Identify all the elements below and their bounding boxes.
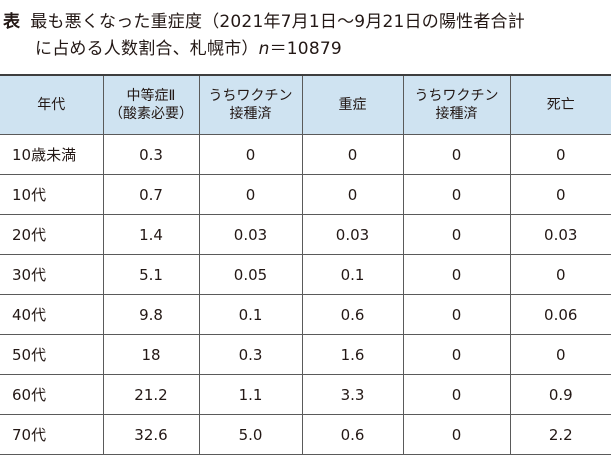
value-cell: 0 (403, 295, 510, 335)
value-cell: 0.03 (199, 215, 302, 255)
column-header-line: （酸素必要） (104, 105, 199, 123)
value-cell: 1.6 (302, 335, 403, 375)
value-cell: 32.6 (103, 415, 199, 455)
value-cell: 21.2 (103, 375, 199, 415)
value-cell: 0 (510, 175, 611, 215)
column-header: 年代 (0, 75, 103, 135)
value-cell: 1.4 (103, 215, 199, 255)
column-header-line: 接種済 (200, 105, 302, 123)
value-cell: 1.1 (199, 375, 302, 415)
value-cell: 0 (403, 215, 510, 255)
age-group-cell: 10歳未満 (0, 135, 103, 175)
value-cell: 0 (403, 375, 510, 415)
value-cell: 2.2 (510, 415, 611, 455)
column-header-line: 年代 (0, 96, 103, 114)
value-cell: 0.3 (199, 335, 302, 375)
age-group-cell: 30代 (0, 255, 103, 295)
value-cell: 0.03 (302, 215, 403, 255)
age-group-cell: 50代 (0, 335, 103, 375)
column-header: うちワクチン接種済 (199, 75, 302, 135)
caption-text-2: に占める人数割合、札幌市） (35, 39, 259, 59)
value-cell: 5.0 (199, 415, 302, 455)
value-cell: 0 (510, 135, 611, 175)
value-cell: 0 (403, 175, 510, 215)
value-cell: 0 (302, 175, 403, 215)
age-group-cell: 10代 (0, 175, 103, 215)
age-group-cell: 60代 (0, 375, 103, 415)
value-cell: 0 (199, 135, 302, 175)
value-cell: 0.9 (510, 375, 611, 415)
sample-size-value: ＝10879 (270, 39, 342, 59)
value-cell: 0.06 (510, 295, 611, 335)
value-cell: 0 (510, 255, 611, 295)
value-cell: 0.3 (103, 135, 199, 175)
caption-label: 表 (3, 12, 20, 32)
value-cell: 9.8 (103, 295, 199, 335)
caption-text-1: 最も悪くなった重症度（2021年7月1日～9月21日の陽性者合計 (30, 12, 525, 32)
value-cell: 0 (510, 335, 611, 375)
value-cell: 0 (403, 335, 510, 375)
value-cell: 0 (302, 135, 403, 175)
value-cell: 0 (403, 255, 510, 295)
column-header-line: うちワクチン (200, 87, 302, 105)
value-cell: 3.3 (302, 375, 403, 415)
value-cell: 0.6 (302, 295, 403, 335)
column-header-line: 接種済 (404, 105, 510, 123)
value-cell: 18 (103, 335, 199, 375)
value-cell: 0.7 (103, 175, 199, 215)
column-header-line: 死亡 (511, 96, 611, 114)
column-header-line: うちワクチン (404, 87, 510, 105)
column-header-line: 中等症Ⅱ (104, 87, 199, 105)
column-header: うちワクチン接種済 (403, 75, 510, 135)
age-group-cell: 70代 (0, 415, 103, 455)
age-group-cell: 40代 (0, 295, 103, 335)
value-cell: 0.05 (199, 255, 302, 295)
column-header: 中等症Ⅱ（酸素必要） (103, 75, 199, 135)
value-cell: 0.6 (302, 415, 403, 455)
column-header: 重症 (302, 75, 403, 135)
header-row: 年代中等症Ⅱ（酸素必要）うちワクチン接種済重症うちワクチン接種済死亡 (0, 75, 611, 135)
column-header: 死亡 (510, 75, 611, 135)
severity-table: 年代中等症Ⅱ（酸素必要）うちワクチン接種済重症うちワクチン接種済死亡 10歳未満… (0, 74, 611, 455)
age-group-cell: 20代 (0, 215, 103, 255)
sample-size-symbol: n (259, 39, 270, 59)
value-cell: 5.1 (103, 255, 199, 295)
value-cell: 0 (199, 175, 302, 215)
caption-line-1: 表最も悪くなった重症度（2021年7月1日～9月21日の陽性者合計 (3, 7, 525, 32)
caption-line-2: に占める人数割合、札幌市）n＝10879 (35, 34, 342, 59)
column-header-line: 重症 (303, 96, 403, 114)
value-cell: 0.1 (199, 295, 302, 335)
value-cell: 0.03 (510, 215, 611, 255)
value-cell: 0.1 (302, 255, 403, 295)
value-cell: 0 (403, 415, 510, 455)
value-cell: 0 (403, 135, 510, 175)
